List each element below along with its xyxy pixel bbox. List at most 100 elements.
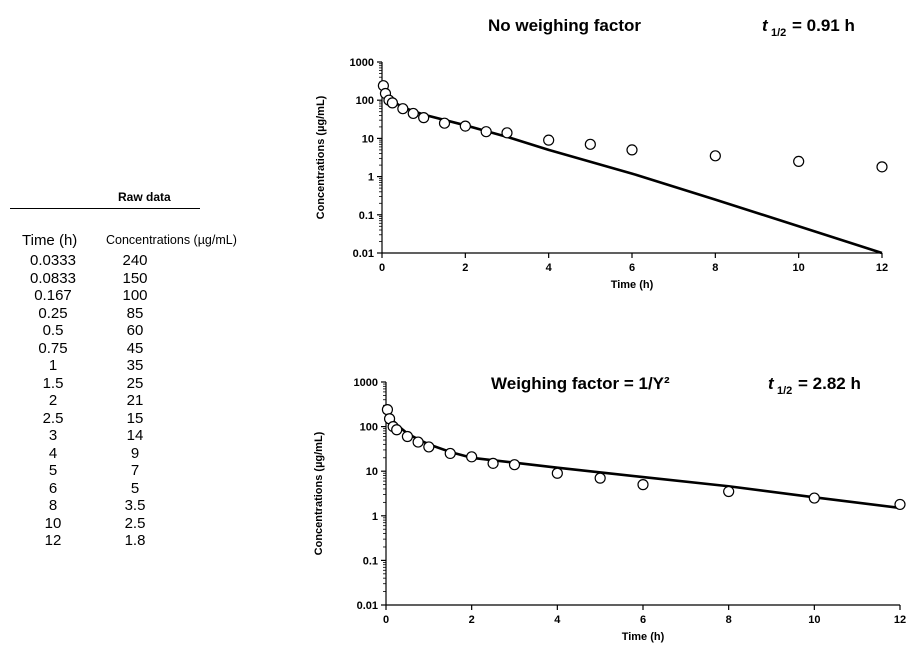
raw-concentration-cell: 21 [126, 392, 144, 409]
raw-concentration-cell: 9 [130, 444, 140, 462]
y-tick-label: 0.1 [359, 210, 374, 222]
data-point [386, 97, 399, 109]
raw-concentration-cell: 35 [126, 357, 144, 374]
raw-time-cell: 2.5 [42, 409, 64, 427]
x-tick-label: 10 [793, 262, 805, 274]
data-point [397, 103, 409, 115]
raw-time-cell: 1.5 [42, 374, 64, 392]
raw-time-cell: 4 [48, 444, 58, 462]
raw-time-cell: 2 [48, 392, 58, 409]
chart-weighing-1-over-y2: Weighing factor = 1/Y² t 1/2 = 2.82 h 0.01 0.… [313, 374, 906, 643]
x-tick-label: 12 [894, 614, 906, 626]
y-axis-label: Concentrations (µg/mL) [313, 431, 325, 555]
fitted-curve [385, 411, 901, 510]
x-axis-label: Time (h) [611, 279, 654, 291]
data-point [723, 485, 735, 498]
raw-concentration-cell: 150 [122, 269, 148, 287]
data-point [501, 127, 513, 139]
data-point [466, 451, 478, 463]
y-tick-label: 100 [356, 95, 374, 107]
x-tick-label: 2 [469, 614, 475, 626]
x-tick-label: 8 [726, 614, 732, 626]
y-tick-label: 1 [372, 511, 378, 523]
half-life-subscript: 1/2 [777, 385, 792, 397]
data-point [391, 424, 403, 436]
y-tick-label: 0.1 [363, 555, 378, 567]
x-tick-label: 0 [379, 262, 385, 274]
raw-concentration-cell: 240 [122, 252, 148, 269]
data-point [418, 112, 430, 124]
raw-concentration-cell: 14 [126, 427, 144, 444]
chart-title: Weighing factor = 1/Y² [491, 374, 670, 393]
y-tick-label: 100 [360, 422, 378, 434]
data-point [584, 138, 596, 150]
data-point [808, 492, 820, 504]
raw-time-cell: 0.0333 [30, 252, 76, 269]
data-point [480, 126, 492, 138]
data-point [551, 467, 563, 479]
raw-concentration-cell: 85 [126, 304, 144, 322]
raw-time-cell: 0.75 [38, 339, 68, 357]
half-life-subscript: 1/2 [771, 27, 786, 39]
half-life-value: = 2.82 h [798, 374, 861, 393]
raw-concentration-cell: 25 [126, 374, 144, 392]
raw-concentration-cell: 100 [122, 287, 148, 304]
raw-concentration-cell: 5 [130, 479, 140, 497]
raw-time-cell: 0.0833 [30, 269, 76, 287]
y-tick-label: 10 [362, 133, 374, 145]
raw-time-cell: 10 [44, 514, 62, 532]
raw-concentration-cell: 3.5 [124, 497, 146, 514]
fitted-curve [381, 92, 883, 255]
column-header-time: Time (h) [22, 232, 78, 249]
x-tick-label: 10 [808, 614, 820, 626]
chart-no-weighing: No weighing factor t 1/2 = 0.91 h 0.01 0.1 1 10… [315, 16, 888, 291]
data-point [438, 117, 451, 129]
y-tick-label: 1000 [354, 377, 378, 389]
x-tick-label: 8 [712, 262, 718, 274]
y-axis-label: Concentrations (µg/mL) [315, 95, 327, 219]
raw-time-cell: 6 [48, 479, 58, 497]
raw-time-cell: 5 [48, 462, 58, 479]
data-point [508, 459, 521, 471]
raw-concentration-cell: 60 [126, 322, 144, 339]
raw-concentration-cell: 7 [130, 462, 140, 479]
x-tick-label: 12 [876, 262, 888, 274]
data-point [401, 430, 414, 443]
raw-time-cell: 8 [48, 497, 58, 514]
raw-data-title: Raw data [118, 190, 171, 204]
data-point [709, 150, 721, 162]
x-axis-label: Time (h) [622, 631, 665, 643]
x-tick-label: 2 [462, 262, 468, 274]
data-point [459, 120, 471, 132]
x-tick-label: 4 [546, 262, 553, 274]
data-point [637, 479, 649, 491]
raw-data-rule [10, 208, 200, 209]
data-point [381, 404, 394, 416]
data-point [407, 107, 419, 120]
data-point [894, 498, 906, 511]
raw-concentration-cell: 2.5 [124, 514, 146, 532]
x-tick-label: 6 [629, 262, 635, 274]
raw-time-cell: 0.5 [42, 322, 64, 339]
chart-title: No weighing factor [488, 16, 641, 35]
raw-time-cell: 0.25 [38, 304, 68, 322]
raw-time-cell: 1 [48, 357, 58, 374]
half-life-symbol: t [768, 374, 775, 393]
raw-concentration-cell: 45 [126, 339, 144, 357]
raw-time-cell: 0.167 [34, 287, 72, 304]
y-tick-label: 1 [368, 172, 374, 184]
raw-time-cell: 3 [48, 427, 58, 444]
half-life-value: = 0.91 h [792, 16, 855, 35]
data-point [487, 457, 499, 469]
data-point [594, 472, 606, 484]
raw-time-cell: 12 [44, 532, 62, 549]
data-point [412, 436, 424, 448]
y-tick-label: 0.01 [353, 248, 374, 260]
data-point [626, 144, 638, 156]
data-point [876, 161, 888, 173]
data-point [543, 134, 555, 146]
data-point [793, 155, 805, 167]
y-tick-label: 0.01 [357, 600, 378, 612]
x-tick-label: 0 [383, 614, 389, 626]
data-point [423, 441, 435, 453]
